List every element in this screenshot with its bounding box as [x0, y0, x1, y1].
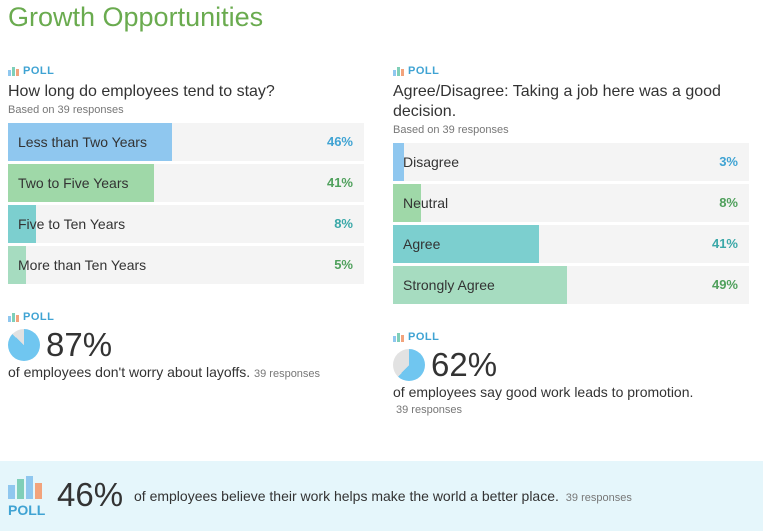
stat-percentage: 46% — [57, 476, 124, 513]
poll-option-bar — [8, 205, 37, 243]
poll-tag: POLL — [8, 64, 364, 78]
stat-response-count: 39 responses — [565, 492, 632, 504]
pie-chart-icon — [8, 329, 40, 361]
stat-description: of employees don't worry about layoffs. … — [8, 364, 320, 380]
poll-job-decision: POLL Agree/Disagree: Taking a job here w… — [393, 64, 749, 304]
poll-icon — [393, 66, 404, 76]
poll-option-bar — [8, 164, 154, 202]
poll-option-percentage: 3% — [719, 154, 738, 169]
poll-tag: POLL — [393, 64, 749, 78]
poll-option-bar — [393, 266, 568, 304]
poll-option[interactable]: Disagree 3% — [393, 143, 749, 181]
poll-option-label: Two to Five Years — [18, 175, 129, 191]
poll-icon: POLL — [8, 475, 46, 519]
poll-options: Less than Two Years 46% Two to Five Years 4… — [8, 123, 364, 284]
stat-banner-world-better: POLL 46% of employees believe their work… — [0, 461, 763, 531]
poll-tag-label: POLL — [23, 65, 55, 77]
stat-percentage: 87% — [46, 326, 113, 363]
poll-option[interactable]: Five to Ten Years 8% — [8, 205, 364, 243]
poll-response-count: Based on 39 responses — [8, 104, 124, 116]
stat-response-count: 39 responses — [396, 404, 463, 416]
poll-option-percentage: 41% — [326, 175, 353, 190]
poll-option[interactable]: Strongly Agree 49% — [393, 266, 749, 304]
pie-chart-icon — [393, 349, 425, 381]
poll-tag: POLL — [8, 310, 320, 324]
poll-option-percentage: 49% — [711, 277, 738, 292]
poll-option[interactable]: Less than Two Years 46% — [8, 123, 364, 161]
stat-percentage: 62% — [431, 346, 498, 383]
poll-tag-label: POLL — [23, 311, 55, 323]
poll-question: Agree/Disagree: Taking a job here was a … — [393, 83, 721, 120]
poll-option-label: Disagree — [403, 154, 460, 170]
poll-option[interactable]: More than Ten Years 5% — [8, 246, 364, 284]
poll-option-label: Less than Two Years — [18, 134, 147, 150]
poll-tag-label: POLL — [408, 331, 440, 343]
poll-option-label: Strongly Agree — [403, 277, 495, 293]
poll-option-percentage: 8% — [719, 195, 738, 210]
poll-option-bar — [8, 246, 26, 284]
poll-option-label: Five to Ten Years — [18, 216, 126, 232]
poll-option[interactable]: Neutral 8% — [393, 184, 749, 222]
stat-response-count: 39 responses — [254, 368, 321, 380]
page-title: Growth Opportunities — [8, 2, 264, 32]
poll-option-percentage: 5% — [334, 257, 353, 272]
stat-text: of employees believe their work helps ma… — [134, 488, 559, 504]
poll-option[interactable]: Agree 41% — [393, 225, 749, 263]
poll-icon — [8, 312, 19, 322]
poll-option[interactable]: Two to Five Years 41% — [8, 164, 364, 202]
poll-options: Disagree 3% Neutral 8% Agree 41% Strongly Agre… — [393, 143, 749, 304]
stat-text: of employees don't worry about layoffs. — [8, 364, 251, 380]
poll-tag-label: POLL — [8, 502, 46, 518]
stat-description: of employees believe their work helps ma… — [134, 488, 632, 504]
stat-layoffs: POLL 87% of employees don't worry about … — [8, 310, 320, 380]
poll-option-percentage: 8% — [334, 216, 353, 231]
stat-text: of employees say good work leads to prom… — [393, 384, 694, 400]
poll-tag: POLL — [393, 330, 693, 344]
poll-option-bar — [393, 143, 404, 181]
poll-option-bar — [393, 184, 422, 222]
poll-option-label: More than Ten Years — [18, 257, 147, 273]
poll-question: How long do employees tend to stay? — [8, 83, 275, 100]
poll-tag-label: POLL — [408, 65, 440, 77]
poll-option-label: Agree — [403, 236, 441, 252]
poll-response-count: Based on 39 responses — [393, 124, 509, 136]
poll-option-bar — [393, 225, 539, 263]
poll-option-percentage: 46% — [326, 134, 353, 149]
poll-option-bar — [8, 123, 172, 161]
poll-option-percentage: 41% — [711, 236, 738, 251]
poll-icon — [8, 66, 19, 76]
poll-employee-tenure: POLL How long do employees tend to stay?… — [8, 64, 364, 284]
poll-icon — [393, 332, 404, 342]
poll-option-label: Neutral — [403, 195, 449, 211]
stat-promotion: POLL 62% of employees say good work lead… — [393, 330, 693, 416]
